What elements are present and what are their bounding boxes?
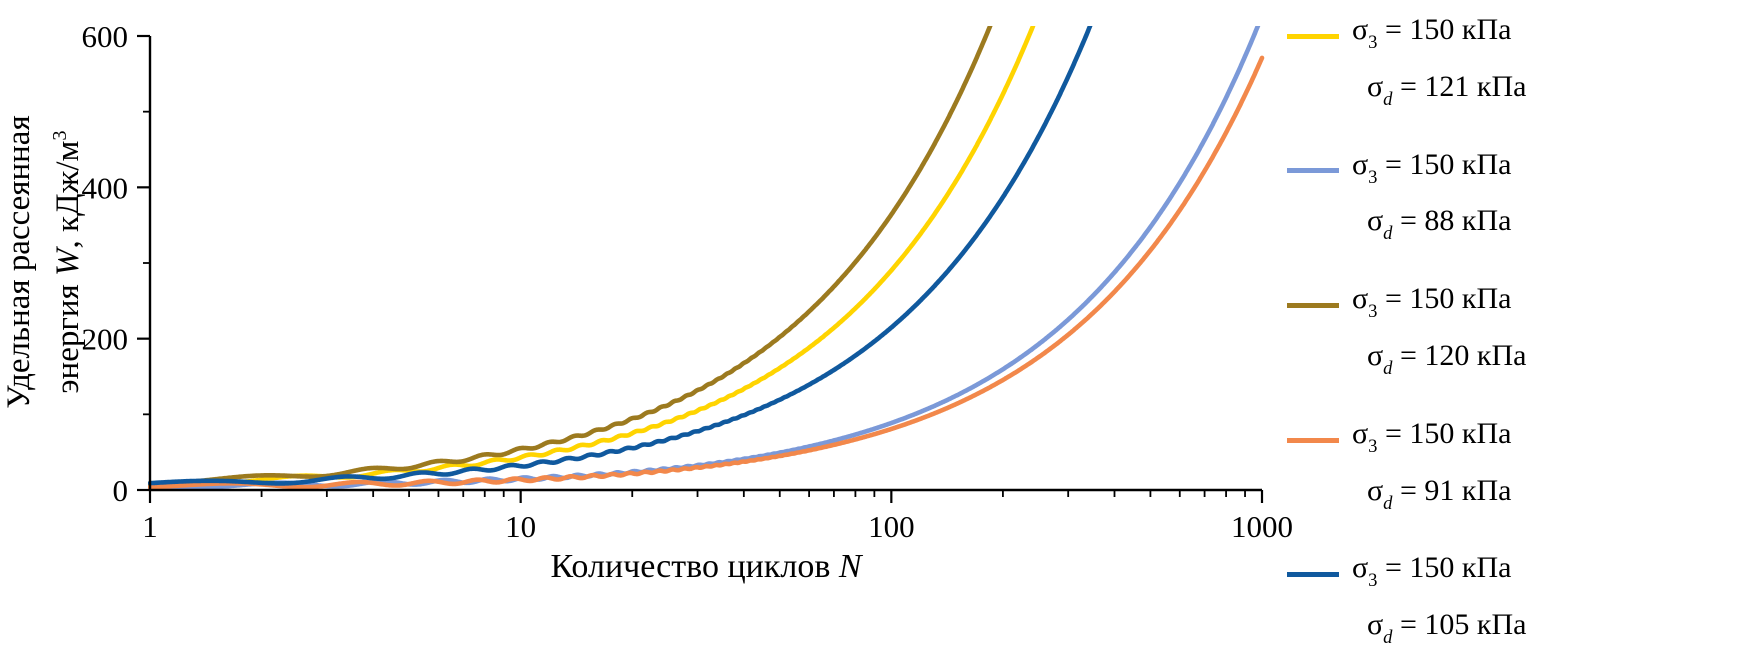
curve-series-4	[148, 26, 1093, 486]
legend-value-text: = 150 кПа	[1377, 416, 1512, 450]
sigma-subscript: d	[1383, 357, 1393, 379]
sigma-symbol: σ	[1367, 473, 1384, 507]
sigma-symbol: σ	[1352, 416, 1369, 450]
legend-sigma3-text: σ3 = 150 кПа	[1352, 8, 1511, 65]
axis-lines	[148, 36, 1262, 492]
sigma-subscript: d	[1383, 88, 1393, 110]
y-axis-title-line2: энергия W, кДж/м3	[49, 130, 86, 394]
sigma-subscript: d	[1383, 223, 1393, 245]
sigma-symbol: σ	[1352, 282, 1369, 316]
x-axis-title: Количество циклов N	[550, 548, 862, 585]
legend-line-swatch	[1287, 572, 1339, 578]
sigma-subscript: 3	[1368, 31, 1378, 53]
sigma-symbol: σ	[1367, 608, 1384, 642]
y-axis-title-line1: Удельная рассеянная	[1, 115, 37, 409]
sigma-subscript: 3	[1368, 166, 1378, 188]
legend-sigmad-text: σd = 121 кПа	[1367, 65, 1526, 122]
curve-series-1	[148, 26, 1261, 491]
legend-value-text: = 150 кПа	[1377, 147, 1512, 181]
legend: σ3 = 150 кПа σd = 121 кПа σ3 = 150 кПа σd =…	[1287, 8, 1526, 656]
sigma-subscript: d	[1383, 626, 1393, 648]
legend-value-text: = 150 кПа	[1377, 13, 1512, 46]
legend-value-text: = 120 кПа	[1392, 338, 1527, 372]
legend-sigma3-text: σ3 = 150 кПа	[1352, 412, 1511, 469]
legend-sigma3-text: σ3 = 150 кПа	[1352, 143, 1511, 200]
y-tick-label: 200	[82, 322, 129, 357]
legend-value-text: = 91 кПа	[1392, 473, 1512, 507]
axes	[148, 36, 1262, 492]
legend-entry-line1: σ3 = 150 кПа	[1287, 8, 1526, 65]
sigma-symbol: σ	[1352, 13, 1369, 46]
x-tick-label: 10	[505, 509, 536, 544]
legend-sigmad-text: σd = 88 кПа	[1367, 199, 1526, 256]
curve-series-3	[148, 55, 1265, 490]
legend-value-text: = 150 кПа	[1377, 282, 1512, 316]
legend-entry-line1: σ3 = 150 кПа	[1287, 412, 1526, 469]
y-tick-label: 600	[82, 19, 129, 54]
legend-sigmad-text: σd = 105 кПа	[1367, 603, 1526, 656]
legend-entry-2: σ3 = 150 кПа σd = 120 кПа	[1287, 277, 1526, 391]
legend-line-swatch	[1287, 168, 1339, 174]
legend-value-text: = 121 кПа	[1392, 69, 1527, 103]
curve-series-2	[148, 26, 993, 487]
sigma-subscript: 3	[1368, 570, 1378, 592]
legend-entry-line1: σ3 = 150 кПа	[1287, 277, 1526, 334]
curve-series-0	[148, 26, 1036, 487]
legend-sigmad-text: σd = 91 кПа	[1367, 469, 1526, 526]
series-curves	[148, 26, 1265, 491]
sigma-subscript: 3	[1368, 435, 1378, 457]
legend-value-text: = 88 кПа	[1392, 204, 1512, 238]
sigma-symbol: σ	[1352, 147, 1369, 181]
legend-entry-line1: σ3 = 150 кПа	[1287, 546, 1526, 603]
y-axis-title: Удельная рассеянная энергия W, кДж/м3	[0, 115, 89, 408]
sigma-symbol: σ	[1367, 338, 1384, 372]
legend-entry-4: σ3 = 150 кПа σd = 105 кПа	[1287, 546, 1526, 656]
legend-value-text: = 150 кПа	[1377, 551, 1512, 585]
sigma-symbol: σ	[1352, 551, 1369, 585]
y-tick-label: 400	[82, 170, 129, 205]
sigma-subscript: d	[1383, 492, 1393, 514]
legend-sigma3-text: σ3 = 150 кПа	[1352, 277, 1511, 334]
legend-line-swatch	[1287, 437, 1339, 443]
legend-entry-1: σ3 = 150 кПа σd = 88 кПа	[1287, 143, 1526, 257]
sigma-subscript: 3	[1368, 300, 1378, 322]
legend-line-swatch	[1287, 33, 1339, 39]
x-axis-ticks: 1 10 100 1000	[142, 490, 1293, 544]
sigma-symbol: σ	[1367, 69, 1384, 103]
legend-sigma3-text: σ3 = 150 кПа	[1352, 546, 1511, 603]
y-tick-label: 0	[113, 473, 129, 508]
legend-sigmad-text: σd = 120 кПа	[1367, 334, 1526, 391]
legend-entry-line1: σ3 = 150 кПа	[1287, 143, 1526, 200]
sigma-symbol: σ	[1367, 204, 1384, 238]
y-axis-ticks: 0 200 400 600	[82, 19, 150, 508]
legend-line-swatch	[1287, 303, 1339, 309]
legend-entry-3: σ3 = 150 кПа σd = 91 кПа	[1287, 412, 1526, 526]
x-tick-label: 1000	[1231, 509, 1293, 544]
x-tick-label: 100	[868, 509, 915, 544]
x-tick-label: 1	[142, 509, 158, 544]
legend-entry-0: σ3 = 150 кПа σd = 121 кПа	[1287, 8, 1526, 122]
legend-value-text: = 105 кПа	[1392, 608, 1527, 642]
